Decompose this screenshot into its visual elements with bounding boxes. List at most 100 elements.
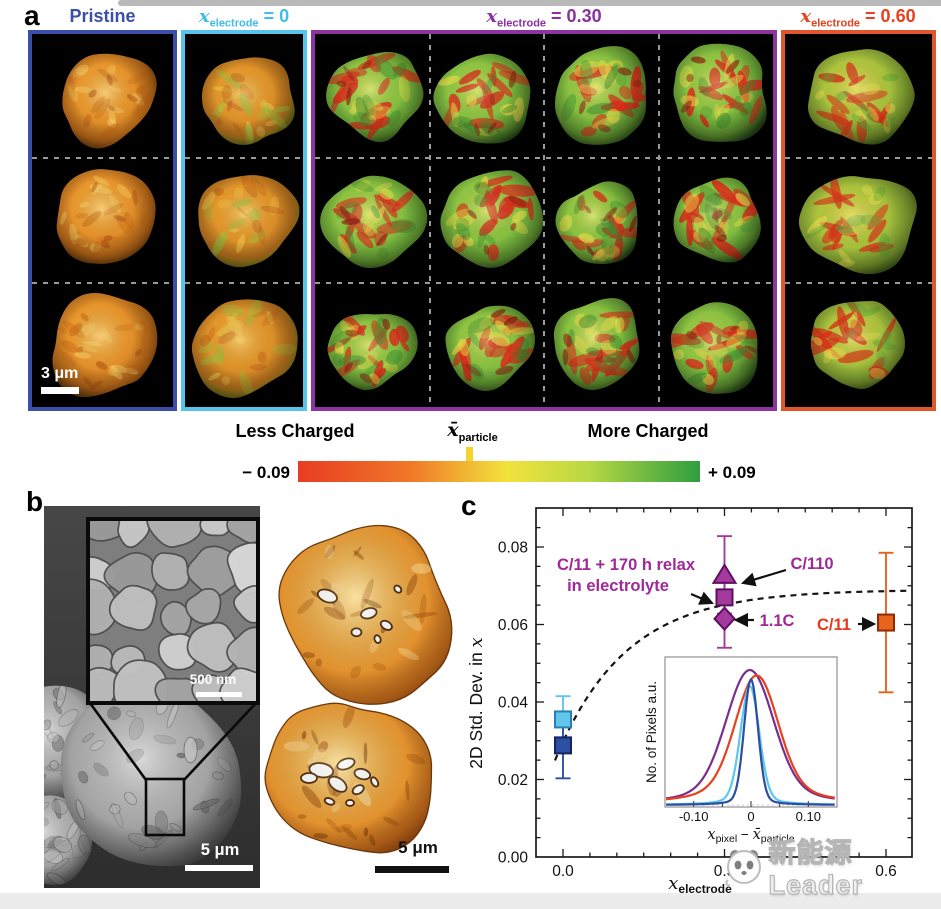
sem-inset-scale-label: 500 nm [189,672,237,687]
particle-image-pristine-r2c0 [52,292,158,397]
row-divider-dashed [785,157,932,160]
particle-image-x0-r1c0 [198,175,300,268]
y-tick-label: 0.00 [498,850,529,867]
inset-ticks [693,801,809,807]
annotation-relax-line1: C/11 + 170 h relax [557,556,696,574]
axis-ticks [536,508,912,857]
colorbar-gradient [298,461,700,482]
header-x0: xelectrode = 0 [198,6,290,30]
x030-box [311,30,777,411]
colorbar-max: + 0.09 [708,463,756,482]
top-edge-strip [118,0,941,6]
particle-image-x030-r1c0 [320,176,428,269]
colorbar-min: − 0.09 [242,463,290,482]
y-tick-label: 0.06 [498,617,528,634]
particle-image-pristine-r1c0 [56,169,156,265]
inset-frame [664,656,838,808]
y-tick-label: 0.08 [498,540,528,557]
watermark: 新能源Leader [722,837,941,901]
row-divider-dashed [32,157,173,160]
column-divider-dashed [428,34,431,407]
y-tick-label: 0.04 [498,695,529,712]
particle-image-x0-r0c0 [201,57,295,145]
x-tick-label: 0.6 [875,863,897,880]
header-x030: xelectrode = 0.30 [486,6,602,30]
scale-bar-3um-bar [41,387,79,394]
bottom-edge-strip [0,893,941,909]
inset-x-tick-label: 0 [747,809,754,824]
annotation-1-1c: 1.1C [760,612,795,630]
x0-box [181,30,307,411]
plot-generated-content: 0.000.020.040.060.080.0 0.3 0.6-0.10 0 0.10 [498,507,913,880]
particle-image-x030-r2c3 [670,301,757,394]
header-x060: xelectrode = 0.60 [800,6,916,30]
marker-triangle [711,562,738,584]
sem-scale-label: 5 μm [200,841,240,859]
sem-image [44,506,260,888]
panel-a-label: a [24,0,40,31]
sections-scale-label: 5 μm [398,838,438,857]
inset-x-tick-label: 0.10 [796,809,821,824]
inset-curve [665,668,835,800]
scale-bar-3um-label: 3 μm [41,365,79,382]
row-divider-dashed [785,281,932,284]
panel-c-label: c [461,490,477,521]
inset-y-label: No. of Pixels a.u. [644,681,659,783]
inset-x-tick-label: -0.10 [679,809,709,824]
particle-image-x030-r0c1 [432,53,530,144]
sem-scale-bar [185,865,253,871]
colorbar-mean-tick [466,447,473,461]
marker-square [554,736,572,755]
header-pristine-text: Pristine [69,6,136,26]
particle-image-x030-r1c3 [673,177,761,263]
row-divider-dashed [185,157,303,160]
sem-inset-scale-bar [196,692,242,697]
particle-image-x0-r2c0 [191,299,298,398]
y-axis-label: 2D Std. Dev. in x [466,637,487,768]
marker-square [554,710,572,729]
x-axis-label: xelectrode [668,873,732,895]
scatter-plot: 0.000.020.040.060.080.0 0.3 0.6-0.10 0 0.10 … [466,507,913,895]
colorbar-more-label: More Charged [587,421,709,441]
y-tick-label: 0.02 [498,772,528,789]
inset-curve [666,678,835,806]
particle-image-x030-r0c0 [326,51,424,143]
tomography-sections [264,524,453,854]
x060-box [781,30,936,411]
annotation-c11: C/11 [817,616,851,634]
colorbar-less-label: Less Charged [235,421,355,441]
pristine-box: 3 μm [28,30,177,411]
row-divider-dashed [185,281,303,284]
watermark-panda-logo-icon [725,850,761,888]
column-divider-dashed [543,34,545,407]
particle-image-x060-r1c0 [798,176,917,275]
particle-image-pristine-r0c0 [62,53,157,149]
annotation-relax-line2: in electrolyte [567,577,669,595]
particle-image-x030-r0c2 [554,46,647,145]
x-tick-label: 0.0 [552,863,574,880]
particle-image-x030-r2c2 [553,297,640,390]
annotation-c110: C/110 [790,555,833,573]
header-pristine: Pristine [30,6,175,30]
particle-image-x030-r0c3 [672,43,767,142]
arrow-relax [690,591,714,605]
particle-image-x030-r1c1 [439,170,543,269]
particle-image-x060-r0c0 [808,49,915,145]
particle-image-x030-r2c0 [327,313,418,390]
marker-diamond [713,606,736,632]
watermark-text: 新能源Leader [768,837,864,900]
particle-image-x030-r2c1 [444,305,535,391]
sections-scale-bar [375,866,449,873]
colorbar-mean-label: x̄particle [447,419,498,444]
particle-image-x030-r1c2 [555,181,638,265]
column-divider-dashed [657,34,660,407]
arrow-c110 [740,568,787,587]
trend-dashed-curve [553,589,911,761]
row-divider-dashed [32,281,173,284]
marker-square [715,588,734,607]
panel-b-label: b [26,486,44,517]
marker-square [876,613,895,632]
scale-bar-3um: 3 μm [41,365,79,394]
particle-image-x060-r2c0 [810,300,905,389]
